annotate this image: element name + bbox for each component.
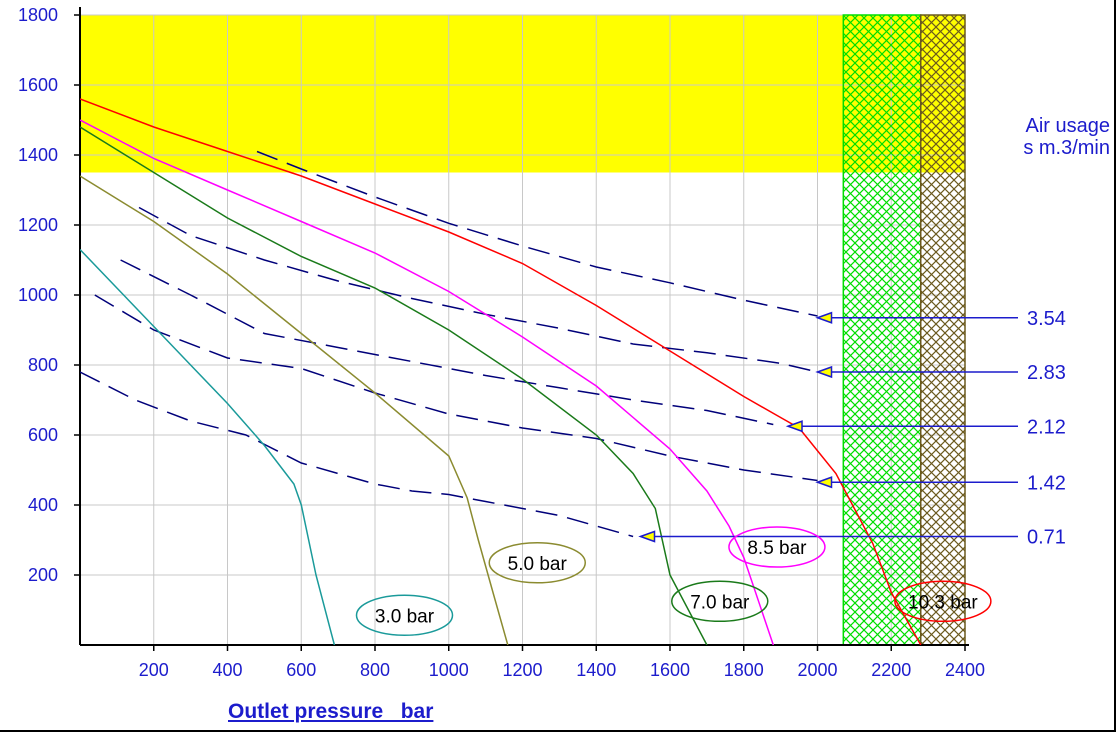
green-hatch-zone <box>843 15 921 645</box>
air-usage-value-label: 2.83 <box>1027 362 1066 384</box>
x-tick-label: 600 <box>286 660 316 680</box>
pressure-curve <box>80 119 775 645</box>
air-usage-curve <box>256 150 818 317</box>
y-tick-label: 1600 <box>18 75 58 95</box>
x-tick-label: 200 <box>139 660 169 680</box>
x-tick-label: 2400 <box>945 660 985 680</box>
air-usage-value-label: 3.54 <box>1027 308 1066 330</box>
y-tick-label: 1200 <box>18 215 58 235</box>
curve-label-ellipse <box>728 526 826 568</box>
y-tick-label: 400 <box>28 495 58 515</box>
arrow-head <box>815 365 833 379</box>
curve-label: 7.0 bar <box>690 592 750 613</box>
x-tick-label: 2000 <box>797 660 837 680</box>
air-usage-curve <box>94 294 818 482</box>
curve-label: 3.0 bar <box>375 606 435 627</box>
arrow-head <box>638 530 656 543</box>
curve-label: 10.3 bar <box>908 592 978 613</box>
x-tick-label: 1200 <box>502 660 542 680</box>
air-usage-curve <box>120 259 774 426</box>
y-tick-label: 1000 <box>18 285 58 305</box>
y-axis-label-line-1: Air usage <box>1025 115 1111 137</box>
x-tick-label: 1600 <box>650 660 690 680</box>
x-tick-label: 1400 <box>576 660 616 680</box>
curve-label-ellipse <box>671 580 769 622</box>
x-tick-label: 800 <box>360 660 390 680</box>
y-tick-label: 600 <box>28 425 58 445</box>
pressure-curve <box>80 248 336 645</box>
curve-label-ellipse <box>894 580 992 622</box>
arrow-head <box>785 420 803 433</box>
curve-label-ellipse <box>355 594 454 636</box>
y-tick-label: 200 <box>28 565 58 585</box>
x-tick-label: 1800 <box>724 660 764 680</box>
air-usage-curve <box>80 371 634 538</box>
pressure-curve <box>80 126 708 645</box>
pressure-curve <box>80 175 509 645</box>
y-axis-label: Air usage s m.3/min <box>985 115 1110 159</box>
air-usage-value-label: 0.71 <box>1027 527 1066 549</box>
y-tick-label: 1800 <box>18 5 58 25</box>
curve-label: 5.0 bar <box>508 554 568 575</box>
brown-hatch-zone <box>920 15 965 645</box>
arrow-head <box>815 476 833 489</box>
air-usage-value-label: 2.12 <box>1027 416 1066 438</box>
arrow-head <box>815 311 833 324</box>
y-tick-label: 800 <box>28 355 58 375</box>
x-tick-label: 400 <box>212 660 242 680</box>
x-tick-label: 1000 <box>429 660 469 680</box>
curve-label: 8.5 bar <box>747 538 807 559</box>
x-tick-label: 2200 <box>871 660 911 680</box>
curve-label-ellipse <box>488 542 586 584</box>
air-usage-value-label: 1.42 <box>1027 472 1066 494</box>
x-axis-label: Outlet pressure bar <box>228 700 434 723</box>
y-tick-label: 1400 <box>18 145 58 165</box>
pressure-curve <box>80 98 922 645</box>
y-axis-label-line-2: s m.3/min <box>1023 137 1110 159</box>
